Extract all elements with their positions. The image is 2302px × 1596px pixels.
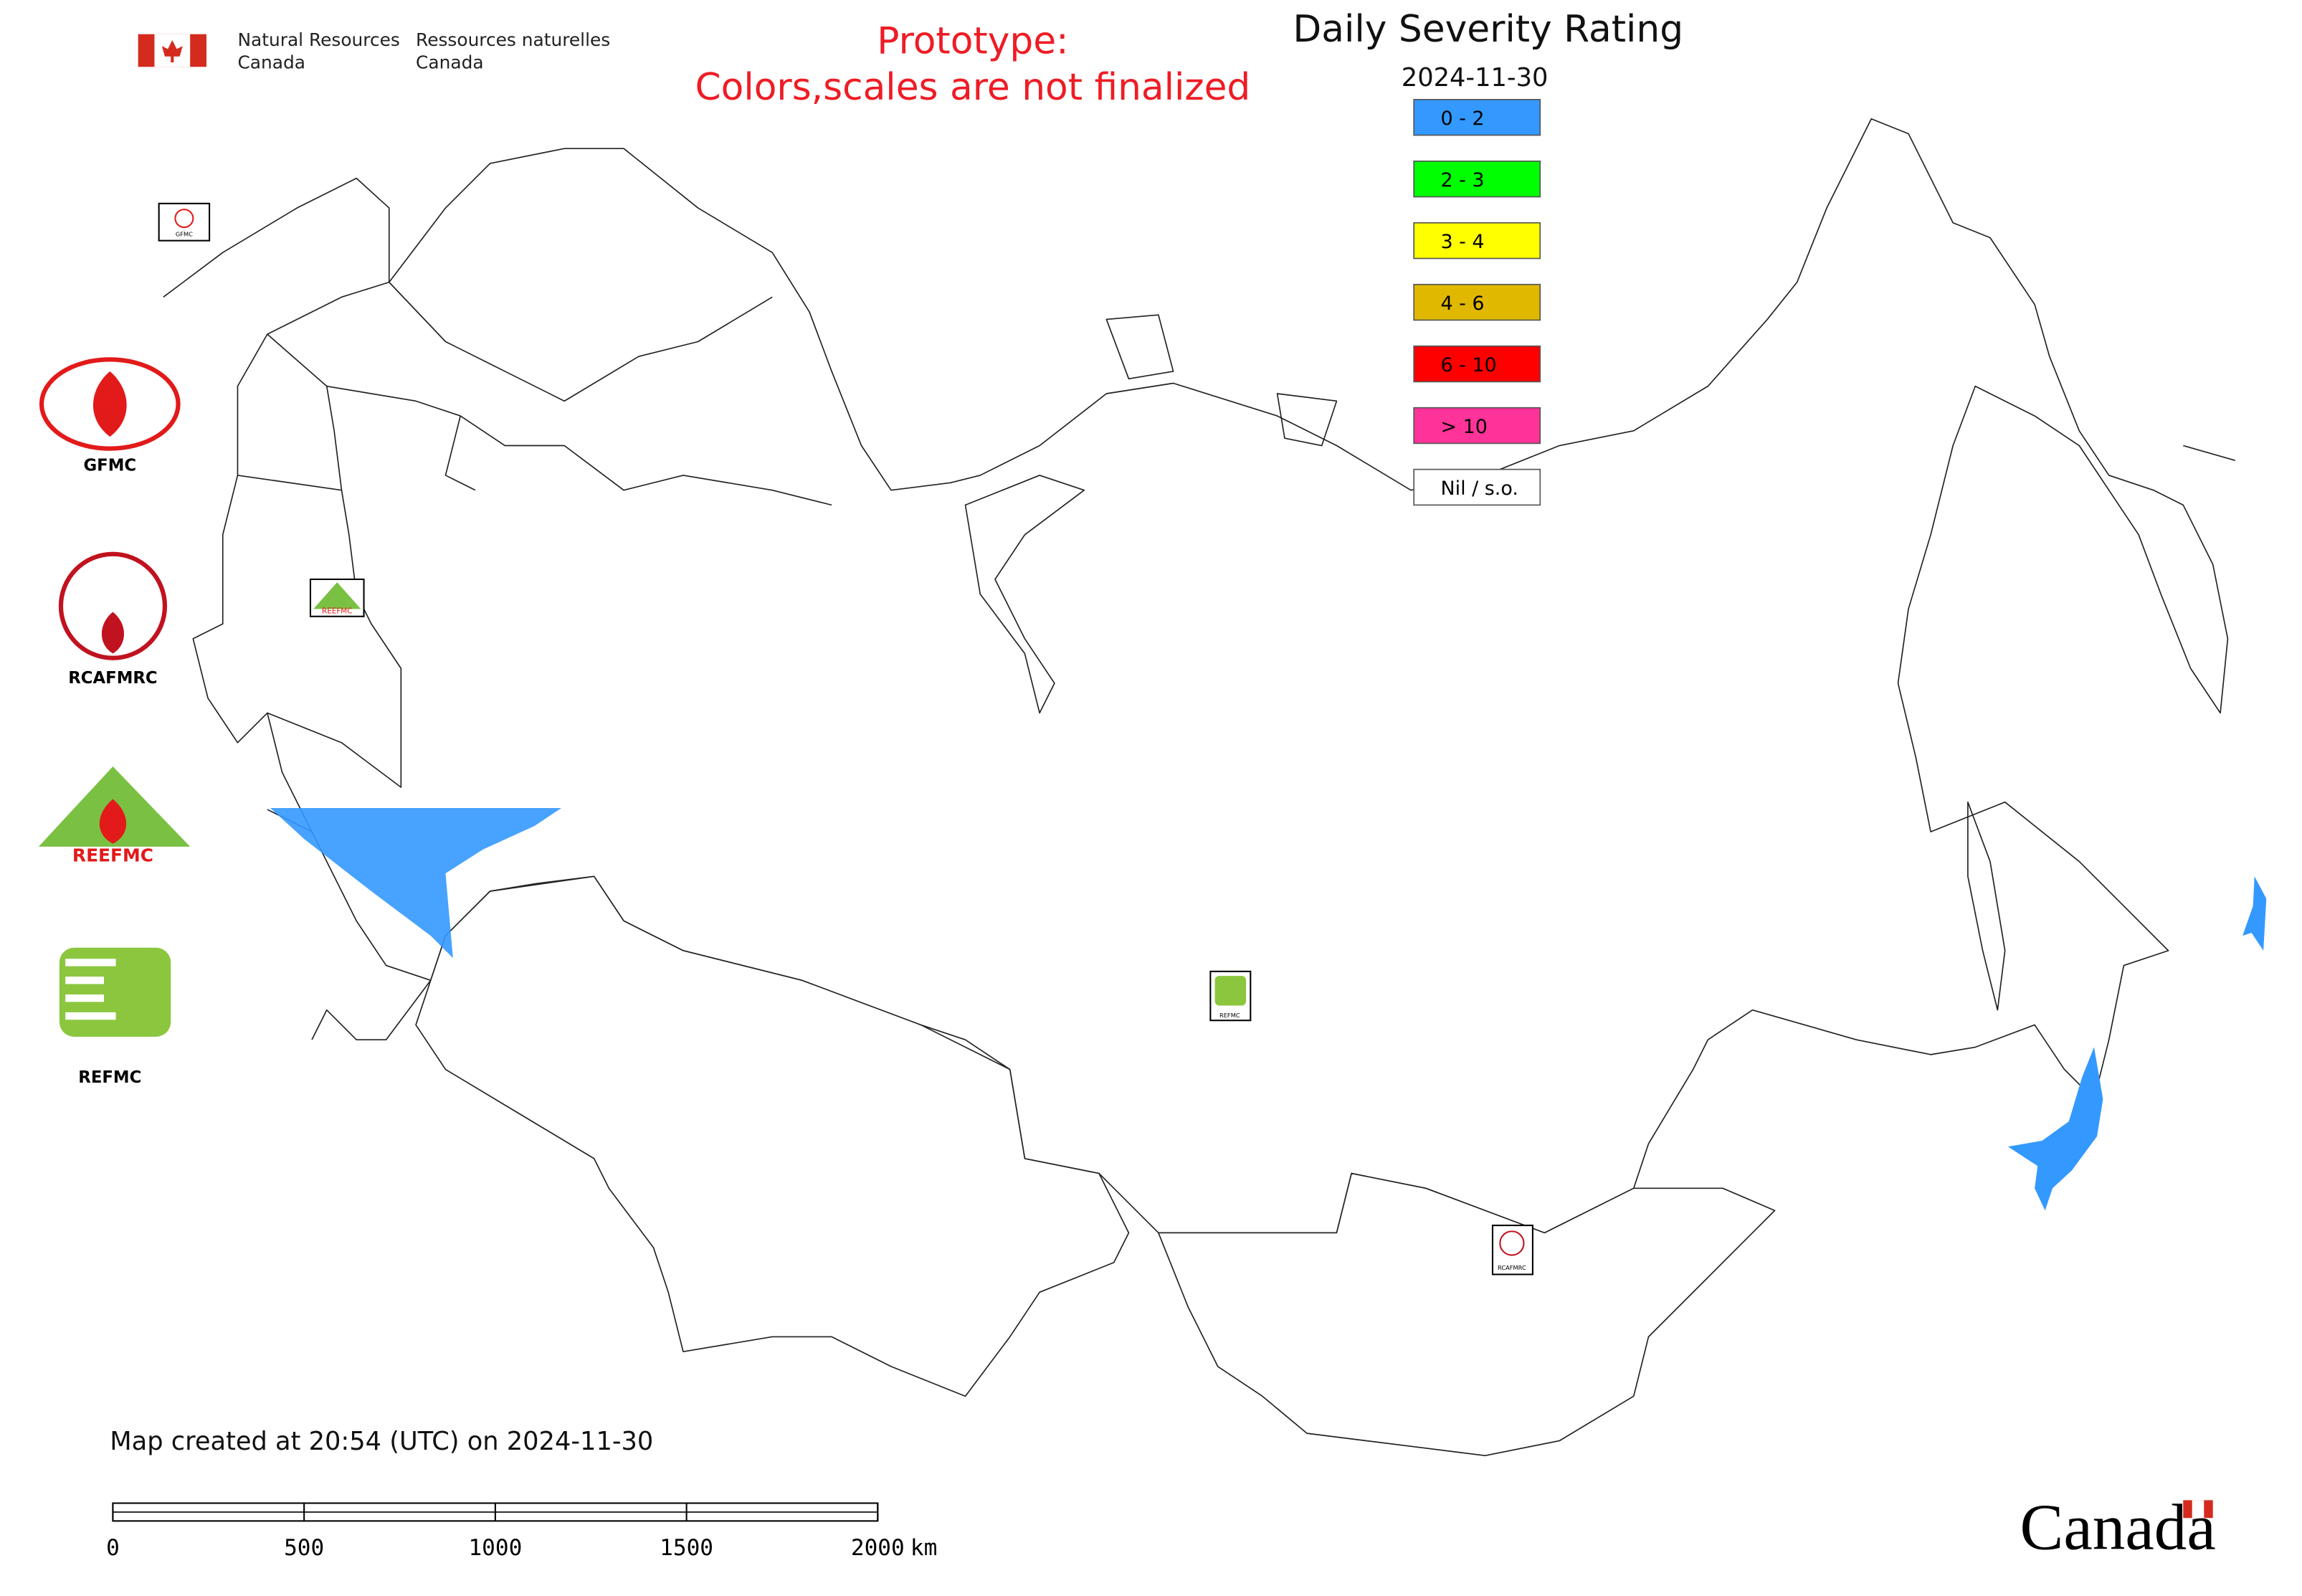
- marker-box: [1491, 1225, 1533, 1276]
- marker-icon: [1499, 1230, 1525, 1256]
- scale-unit: km: [910, 1535, 937, 1561]
- logo-flame: [101, 612, 124, 654]
- legend-label: > 10: [1440, 416, 1487, 438]
- maple-leaf: [161, 39, 183, 63]
- dept-fr: Ressources naturelles: [416, 29, 610, 50]
- legend: 0 - 2 2 - 3 3 - 4 4 - 6 6 - 10 > 10 Nil / s.o.: [1413, 98, 1541, 506]
- title: Daily Severity Rating: [1293, 8, 1683, 51]
- legend-label: 0 - 2: [1440, 108, 1484, 130]
- notice: Colors,scales are not finalized: [695, 66, 1251, 109]
- marker-icon: [313, 582, 361, 609]
- dept-fr: Canada: [416, 52, 484, 72]
- logo-label: REFMC: [78, 1068, 141, 1087]
- legend-label: 6 - 10: [1440, 354, 1496, 376]
- logo-flame: [99, 799, 127, 844]
- legend-label: 4 - 6: [1440, 293, 1484, 315]
- legend-label: 3 - 4: [1440, 231, 1484, 253]
- marker-icon: [1214, 976, 1247, 1006]
- map-markers: GFMC REEFMC REFMC RCAFMRC: [158, 202, 1533, 1276]
- logo-rcafmrc: RCAFMRC: [58, 551, 168, 688]
- scale-tick-label: 1500: [660, 1535, 713, 1561]
- basemap: [163, 118, 2267, 1457]
- dsr-region: [2242, 876, 2267, 951]
- dsr-region: [2007, 1047, 2103, 1211]
- islands: [964, 314, 2236, 1011]
- logo-label: RCAFMRC: [68, 669, 157, 688]
- legend-label: Nil / s.o.: [1440, 478, 1518, 500]
- marker-icon: [174, 209, 194, 229]
- legend-swatch: [1413, 345, 1541, 383]
- wordmark-flag-centre: [2192, 1500, 2205, 1519]
- gov-signature: Natural Resources Canada Ressources natu…: [138, 29, 610, 72]
- scale-tick-label: 0: [106, 1535, 120, 1561]
- legend-swatch: [1413, 98, 1541, 136]
- logo-flame: [92, 371, 127, 437]
- legend-swatch: [1413, 160, 1541, 198]
- legend-label: 2 - 3: [1440, 169, 1484, 191]
- footer-note: Map created at 20:54 (UTC) on 2024-11-30: [110, 1427, 653, 1456]
- scale-tick-label: 1000: [468, 1535, 522, 1561]
- marker-label: RCAFMRC: [1498, 1264, 1526, 1271]
- scale-tick-label: 500: [284, 1535, 324, 1561]
- logo-stripes: [65, 959, 116, 1020]
- mongolia: [1158, 1172, 1776, 1457]
- dsr-region: [270, 807, 562, 959]
- notice: Prototype:: [877, 20, 1068, 63]
- scale-tick-label: 2000: [851, 1535, 905, 1561]
- scale-bar: 0 500 1000 1500 2000 km: [106, 1502, 937, 1561]
- date: 2024-11-30: [1402, 63, 1549, 92]
- legend-swatch: [1413, 407, 1541, 445]
- marker-label: REEFMC: [322, 607, 352, 616]
- legend-swatch: [1413, 283, 1541, 321]
- logo-wordmark: REEFMC: [72, 845, 153, 866]
- marker-label: REFMC: [1219, 1012, 1240, 1019]
- dept-en: Natural Resources: [237, 29, 399, 50]
- logo-gfmc: GFMC: [39, 357, 181, 475]
- logo-refmc: REFMC: [59, 947, 171, 1087]
- logo-reefmc: REEFMC: [38, 766, 191, 866]
- logo-label: GFMC: [83, 457, 136, 475]
- legend-swatch: [1413, 222, 1541, 260]
- logo-ring: [58, 551, 168, 660]
- marker-label: GFMC: [176, 230, 193, 237]
- legend-swatch: [1413, 468, 1541, 506]
- kazakhstan: [415, 875, 1130, 1397]
- dept-en: Canada: [237, 52, 305, 72]
- europe: [163, 177, 832, 1040]
